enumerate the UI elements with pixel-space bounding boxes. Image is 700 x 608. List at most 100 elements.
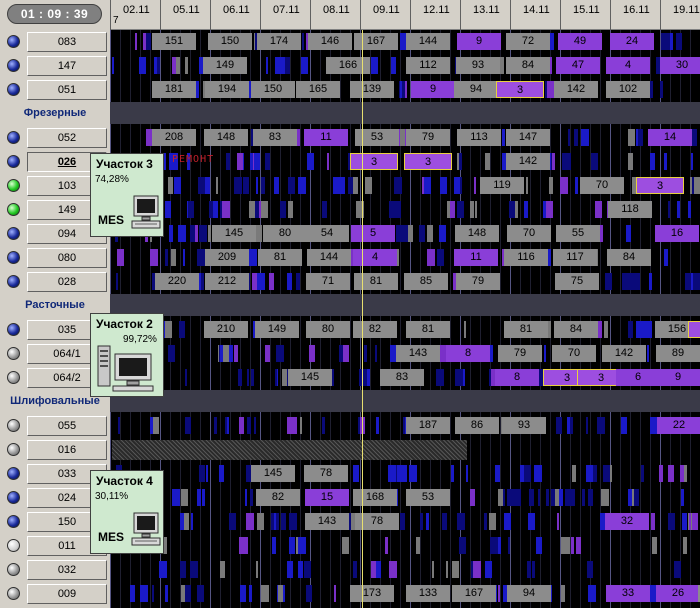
job-block[interactable]: 145 xyxy=(212,225,256,242)
job-block[interactable]: 72 xyxy=(506,33,550,50)
status-indicator-icon[interactable] xyxy=(7,251,20,264)
job-block[interactable]: 81 xyxy=(406,321,450,338)
gantt-chart[interactable]: 151 150 174 146 167 144 9 72 49 24 149 166 112 93 84 47… xyxy=(110,30,700,608)
status-indicator-icon[interactable] xyxy=(7,467,20,480)
job-block[interactable]: 147 xyxy=(506,129,550,146)
job-block[interactable]: 53 xyxy=(698,585,700,602)
job-block[interactable]: 3 xyxy=(350,153,398,170)
job-block[interactable]: 3 xyxy=(404,153,452,170)
job-block[interactable]: 149 xyxy=(203,57,247,74)
job-block[interactable]: 113 xyxy=(457,129,501,146)
job-block[interactable]: 165 xyxy=(296,81,340,98)
job-block[interactable]: 80 xyxy=(263,225,307,242)
job-block[interactable]: 119 xyxy=(480,177,524,194)
job-block[interactable]: 89 xyxy=(656,345,700,362)
job-block[interactable]: 3 xyxy=(496,81,544,98)
status-indicator-icon[interactable] xyxy=(7,323,20,336)
job-block[interactable]: 3 xyxy=(636,177,684,194)
job-block[interactable]: 83 xyxy=(253,129,297,146)
status-indicator-icon[interactable] xyxy=(7,419,20,432)
job-block[interactable]: 15 xyxy=(305,489,349,506)
job-block[interactable]: 24 xyxy=(610,33,654,50)
machine-button[interactable]: 009 xyxy=(27,584,107,604)
status-indicator-icon[interactable] xyxy=(7,227,20,240)
job-block[interactable]: 142 xyxy=(554,81,598,98)
machine-button[interactable]: 026 xyxy=(27,152,107,172)
machine-button[interactable]: 051 xyxy=(27,80,107,100)
job-block[interactable]: 81 xyxy=(504,321,548,338)
job-block[interactable]: 9 xyxy=(656,369,700,386)
job-block[interactable]: 94 xyxy=(507,585,551,602)
machine-button[interactable]: 028 xyxy=(27,272,107,292)
status-indicator-icon[interactable] xyxy=(7,59,20,72)
job-block[interactable]: 26 xyxy=(656,585,700,602)
job-block[interactable]: 150 xyxy=(208,33,252,50)
job-block[interactable]: 84 xyxy=(506,57,550,74)
job-block[interactable]: 187 xyxy=(406,417,450,434)
job-block[interactable]: 93 xyxy=(456,57,500,74)
status-indicator-icon[interactable] xyxy=(7,179,20,192)
job-block[interactable]: 117 xyxy=(553,249,597,266)
job-block[interactable]: 70 xyxy=(552,345,596,362)
job-block[interactable]: 55 xyxy=(556,225,600,242)
job-block[interactable]: 71 xyxy=(306,273,350,290)
status-indicator-icon[interactable] xyxy=(7,515,20,528)
machine-button[interactable]: 035 xyxy=(27,320,107,340)
job-block[interactable]: 84 xyxy=(554,321,598,338)
job-block[interactable]: 167 xyxy=(354,33,398,50)
job-block[interactable]: 53 xyxy=(406,489,450,506)
machine-button[interactable]: 150 xyxy=(27,512,107,532)
job-block[interactable]: 9 xyxy=(411,81,455,98)
job-block[interactable]: 23 xyxy=(688,57,700,74)
job-block[interactable]: 79 xyxy=(406,129,450,146)
job-block[interactable]: 149 xyxy=(255,321,299,338)
job-block[interactable]: 80 xyxy=(306,321,350,338)
job-block[interactable]: 150 xyxy=(251,81,295,98)
machine-button[interactable]: 016 xyxy=(27,440,107,460)
job-block[interactable]: 174 xyxy=(257,33,301,50)
job-block[interactable]: 70 xyxy=(507,225,551,242)
status-indicator-icon[interactable] xyxy=(7,587,20,600)
job-block[interactable]: 47 xyxy=(556,57,600,74)
job-block[interactable]: 144 xyxy=(307,249,351,266)
job-block[interactable]: 53 xyxy=(355,129,399,146)
job-block[interactable]: 210 xyxy=(204,321,248,338)
machine-button[interactable]: 055 xyxy=(27,416,107,436)
job-block[interactable]: 22 xyxy=(657,417,700,434)
job-block[interactable]: 78 xyxy=(304,465,348,482)
job-block[interactable]: 148 xyxy=(455,225,499,242)
job-block[interactable]: 139 xyxy=(350,81,394,98)
job-block[interactable]: 209 xyxy=(205,249,249,266)
job-block[interactable]: 212 xyxy=(205,273,249,290)
status-indicator-icon[interactable] xyxy=(7,563,20,576)
section-panel[interactable]: Участок 4 30,11% MES xyxy=(90,470,164,554)
job-block[interactable]: 8 xyxy=(495,369,539,386)
job-block[interactable]: 82 xyxy=(256,489,300,506)
job-block[interactable]: 4 xyxy=(606,57,650,74)
status-indicator-icon[interactable] xyxy=(7,491,20,504)
machine-button[interactable]: 011 xyxy=(27,536,107,556)
job-block[interactable]: 54 xyxy=(305,225,349,242)
job-block[interactable]: 148 xyxy=(204,129,248,146)
status-indicator-icon[interactable] xyxy=(7,35,20,48)
job-block[interactable]: 145 xyxy=(288,369,332,386)
status-indicator-icon[interactable] xyxy=(7,83,20,96)
machine-button[interactable]: 032 xyxy=(27,560,107,580)
job-block[interactable]: 88 xyxy=(698,345,700,362)
job-block[interactable]: 116 xyxy=(504,249,548,266)
job-block[interactable]: 112 xyxy=(406,57,450,74)
job-block[interactable]: 166 xyxy=(326,57,370,74)
job-block[interactable]: 194 xyxy=(205,81,249,98)
status-indicator-icon[interactable] xyxy=(7,155,20,168)
section-panel[interactable]: Участок 2 99,72% xyxy=(90,313,164,397)
job-block[interactable]: 142 xyxy=(506,153,550,170)
job-block[interactable]: 167 xyxy=(452,585,496,602)
job-block[interactable]: 8 xyxy=(446,345,490,362)
job-block[interactable]: 208 xyxy=(152,129,196,146)
job-block[interactable]: 33 xyxy=(606,585,650,602)
job-block[interactable]: 85 xyxy=(404,273,448,290)
job-block[interactable]: 6 xyxy=(616,369,660,386)
job-block[interactable]: 49 xyxy=(558,33,602,50)
job-block[interactable]: 82 xyxy=(353,321,397,338)
job-block[interactable]: 14 xyxy=(648,129,692,146)
